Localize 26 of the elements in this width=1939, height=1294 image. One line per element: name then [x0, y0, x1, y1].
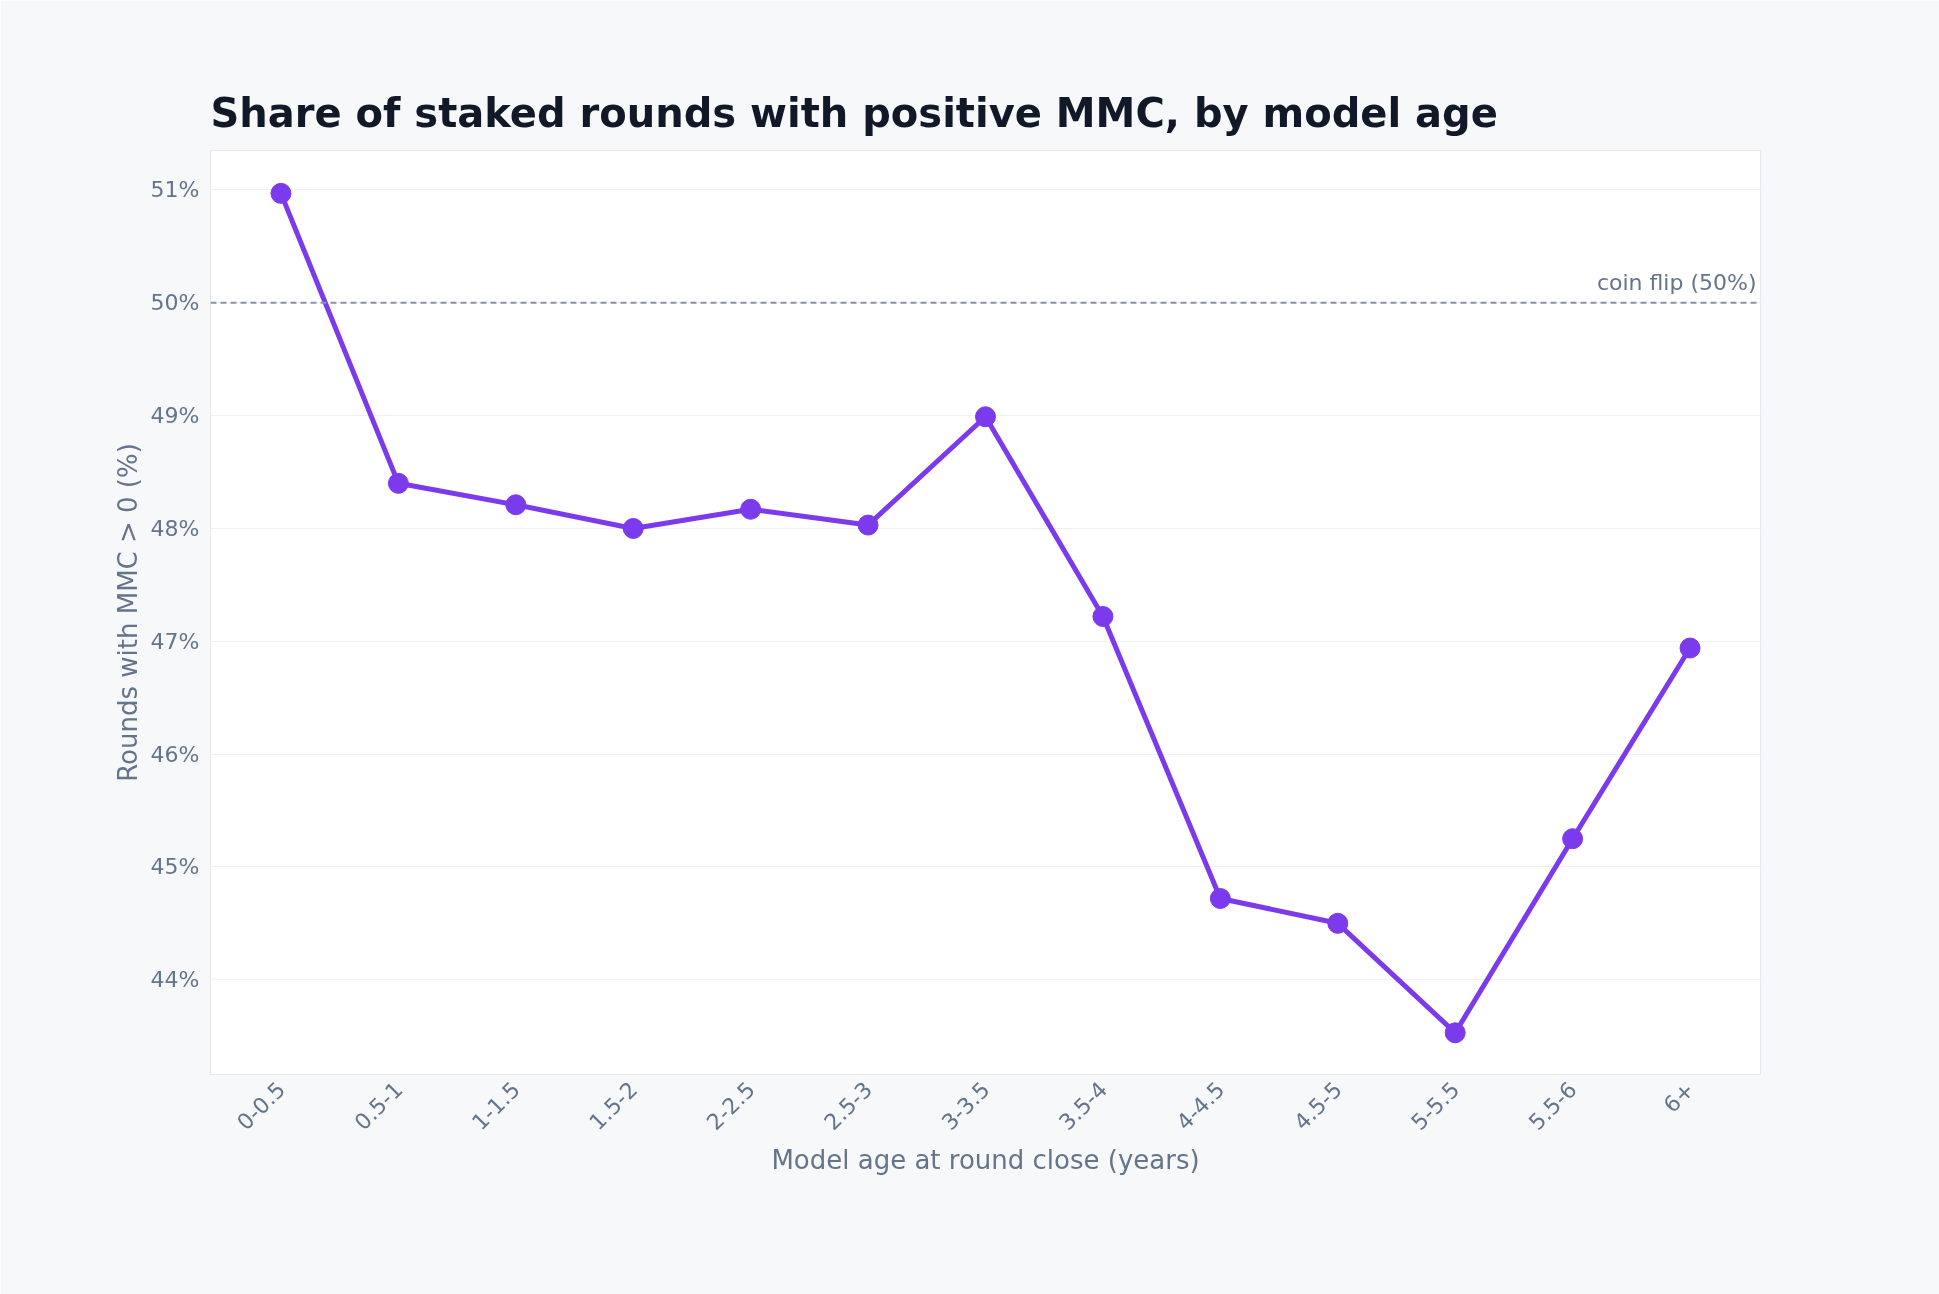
y-tick-label: 47% — [150, 628, 200, 654]
point — [1092, 605, 1114, 627]
point — [1679, 637, 1701, 659]
point — [387, 472, 409, 494]
y-axis-title: Rounds with MMC > 0 (%) — [112, 443, 143, 782]
y-tick-label: 44% — [150, 967, 200, 993]
chart-title: Share of staked rounds with positive MMC, by model age — [210, 89, 1498, 136]
y-tick-label: 50% — [150, 290, 200, 316]
y-tick-label: 45% — [150, 854, 200, 880]
point — [975, 406, 996, 428]
y-tick-label: 49% — [150, 403, 200, 429]
point — [505, 494, 527, 516]
point — [1444, 1022, 1466, 1044]
point — [1209, 888, 1231, 909]
point — [857, 514, 879, 536]
y-tick-label: 46% — [150, 741, 200, 767]
ref-line-label: coin flip (50%) — [1596, 269, 1757, 295]
point — [270, 182, 292, 204]
point — [1327, 912, 1349, 934]
x-tick-label: 6+ — [1658, 1077, 1700, 1118]
y-tick-label: 48% — [150, 515, 200, 541]
y-tick-label: 51% — [150, 177, 200, 203]
x-axis-title: Model age at round close (years) — [771, 1145, 1200, 1176]
point — [622, 517, 644, 539]
point — [740, 498, 762, 520]
point — [1562, 828, 1584, 850]
